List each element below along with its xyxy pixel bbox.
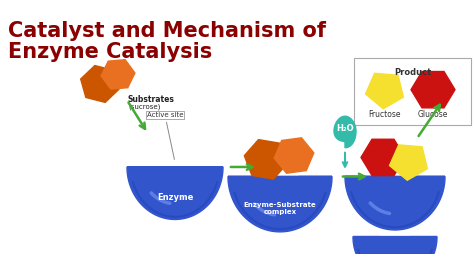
Polygon shape xyxy=(361,139,405,176)
Polygon shape xyxy=(81,65,119,102)
Text: Enzyme Catalysis: Enzyme Catalysis xyxy=(8,42,212,62)
Polygon shape xyxy=(101,60,135,89)
Text: H₂O: H₂O xyxy=(336,124,354,133)
Text: Substrates: Substrates xyxy=(128,95,175,105)
Polygon shape xyxy=(345,177,445,230)
Text: Glucose: Glucose xyxy=(418,110,448,119)
Polygon shape xyxy=(127,167,223,219)
Text: Enzyme-Substrate
complex: Enzyme-Substrate complex xyxy=(244,202,316,215)
Polygon shape xyxy=(365,73,403,109)
Text: (sucrose): (sucrose) xyxy=(128,103,160,110)
Polygon shape xyxy=(353,237,437,266)
Text: Fructose: Fructose xyxy=(369,110,401,119)
Polygon shape xyxy=(274,138,314,173)
Polygon shape xyxy=(411,72,455,108)
Polygon shape xyxy=(244,140,288,179)
Text: Enzyme: Enzyme xyxy=(157,193,193,202)
Text: Active site: Active site xyxy=(147,112,183,160)
FancyBboxPatch shape xyxy=(354,58,471,125)
Text: Enzyme: Enzyme xyxy=(377,259,413,266)
Polygon shape xyxy=(390,145,428,180)
Polygon shape xyxy=(334,116,356,148)
Text: Catalyst and Mechanism of: Catalyst and Mechanism of xyxy=(8,21,326,41)
Text: Product: Product xyxy=(394,68,431,77)
Polygon shape xyxy=(228,177,332,232)
